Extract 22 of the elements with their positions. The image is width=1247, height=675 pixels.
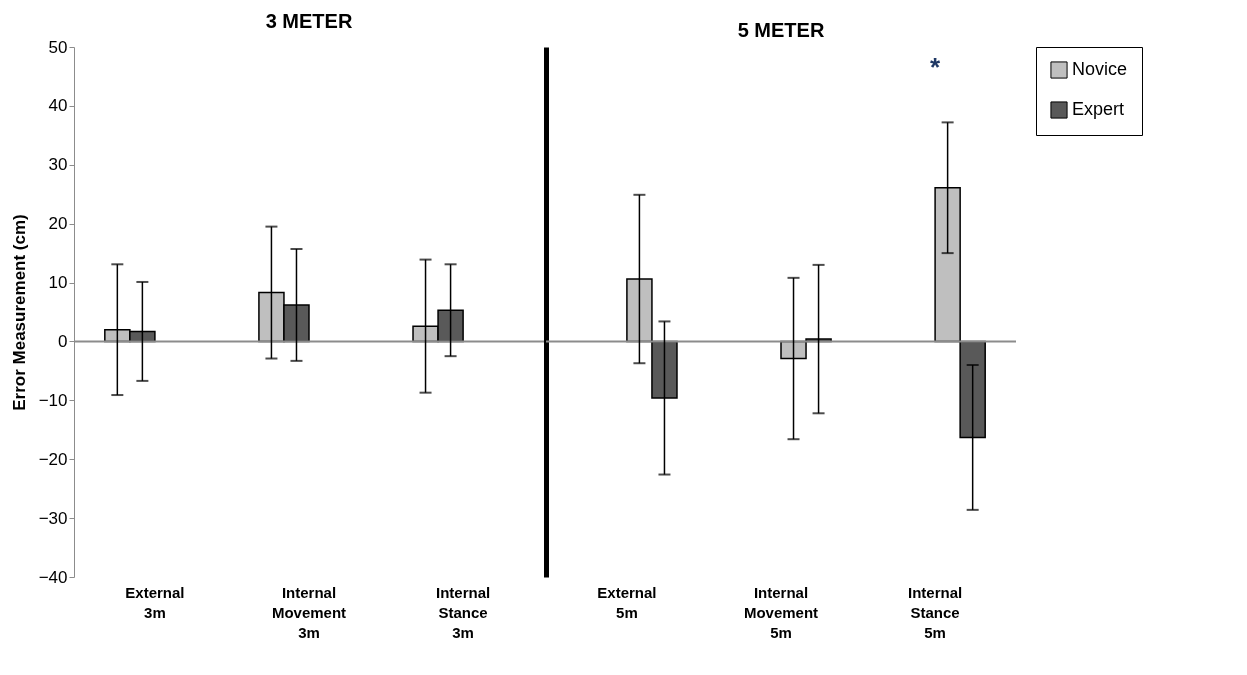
y-tick-label: 10: [48, 273, 68, 293]
x-tick-label: Internal Movement 3m: [271, 583, 347, 641]
x-tick-label: Internal Movement 5m: [743, 583, 819, 641]
legend-label: Novice: [1072, 59, 1128, 79]
y-tick-label: 40: [48, 96, 68, 116]
y-tick-label: 30: [48, 155, 68, 175]
y-axis-title: Error Measurement (cm): [9, 214, 29, 411]
x-tick-label: External 3m: [125, 583, 185, 621]
y-tick-label: −30: [38, 508, 68, 528]
x-tick-label: External 5m: [597, 583, 657, 621]
y-tick-label: 20: [48, 214, 68, 234]
y-tick-label: 50: [48, 37, 68, 57]
y-tick-label: −10: [38, 390, 68, 410]
x-tick-label: Internal Stance 3m: [436, 583, 491, 641]
y-tick-label: −20: [38, 449, 68, 469]
y-tick-label: −40: [38, 567, 68, 587]
y-tick-label: 0: [58, 331, 68, 351]
chart-title: 3 METER: [265, 10, 353, 32]
x-tick-label: Internal Stance 5m: [908, 583, 963, 641]
annotation: *: [930, 52, 942, 82]
legend-label: Expert: [1072, 99, 1125, 119]
chart-title: 5 METER: [737, 18, 825, 41]
